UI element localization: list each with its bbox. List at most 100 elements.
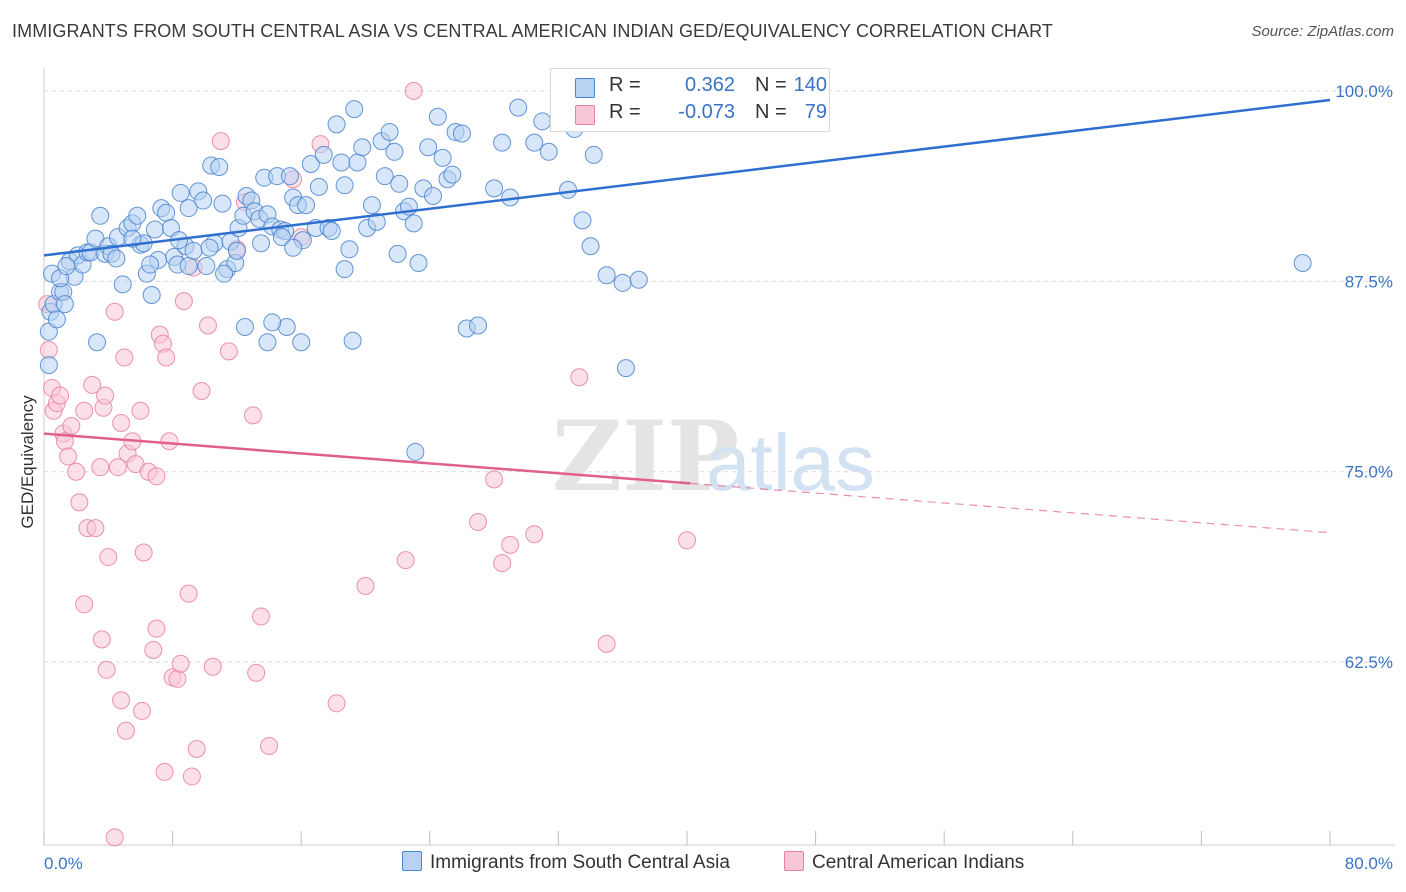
pink-point: [247, 663, 266, 682]
blue-point: [309, 177, 328, 196]
grid: [44, 90, 1395, 663]
blue-point: [171, 183, 190, 202]
pink-point: [70, 493, 89, 512]
r-label: R =: [609, 74, 641, 96]
pink-point: [134, 543, 153, 562]
pink-point: [75, 401, 94, 420]
pink-point: [112, 691, 131, 710]
blue-point: [145, 220, 164, 239]
pink-point: [179, 584, 198, 603]
blue-point: [581, 237, 600, 256]
blue-point: [314, 145, 333, 164]
legend-item-south-central-asia: Immigrants from South Central Asia: [402, 851, 730, 874]
blue-point: [235, 318, 254, 336]
pink-point: [182, 767, 201, 786]
blue-point: [469, 316, 488, 335]
pink-point: [203, 657, 222, 676]
blue-point: [272, 228, 291, 247]
pink-point: [105, 828, 124, 847]
x-tick-label: 80.0%: [1345, 854, 1393, 873]
pink-point: [67, 462, 86, 481]
watermark-zip: ZIP: [552, 400, 739, 513]
pink-point: [469, 513, 488, 532]
trend-lines: [43, 98, 1331, 534]
pink-point: [51, 386, 70, 405]
y-tick-label: 100.0%: [1335, 82, 1393, 101]
blue-point: [452, 124, 471, 143]
pink-point: [83, 375, 102, 394]
blue-point: [123, 229, 142, 248]
pink-swatch: [784, 851, 804, 871]
chart-title: IMMIGRANTS FROM SOUTH CENTRAL ASIA VS CE…: [12, 21, 1053, 41]
blue-point: [91, 206, 110, 225]
blue-point: [200, 238, 219, 257]
blue-point: [485, 179, 504, 198]
blue-point: [184, 241, 203, 260]
blue-point: [509, 98, 528, 117]
pink-point: [252, 607, 271, 626]
blue-point: [343, 331, 362, 350]
pink-point: [105, 302, 124, 321]
blue-point: [107, 249, 126, 268]
blue-point: [142, 286, 161, 305]
pink-point: [92, 630, 111, 649]
pink-point: [115, 348, 134, 367]
blue-points: [39, 98, 1312, 461]
blue-point: [613, 273, 632, 292]
pink-point: [86, 519, 105, 538]
blue-point: [597, 266, 616, 285]
blue-point: [157, 203, 176, 222]
pink-point: [91, 458, 110, 477]
blue-point: [539, 142, 558, 161]
pink-point: [597, 634, 616, 653]
blue-point: [559, 180, 578, 199]
pink-point: [192, 381, 211, 400]
blue-point: [88, 333, 107, 352]
blue-point: [493, 133, 512, 152]
pink-point: [404, 81, 423, 100]
blue-point: [367, 212, 386, 231]
y-tick-label: 87.5%: [1345, 272, 1393, 291]
pink-point: [155, 762, 174, 781]
watermark: ZIP atlas: [552, 400, 875, 513]
blue-point: [419, 138, 438, 157]
blue-point: [210, 158, 229, 177]
pink-point: [147, 619, 166, 638]
pink-point: [133, 701, 152, 720]
pink-point: [157, 348, 176, 367]
pink-point: [243, 406, 262, 425]
pink-swatch: [575, 105, 595, 125]
blue-point: [584, 145, 603, 164]
y-tick-label: 75.0%: [1345, 463, 1393, 482]
blue-point: [227, 241, 246, 260]
pink-point: [144, 640, 163, 659]
blue-point: [335, 176, 354, 195]
blue-point: [390, 174, 409, 193]
blue-point: [47, 310, 66, 329]
blue-point: [362, 196, 381, 215]
pink-point: [59, 447, 78, 466]
blue-point: [409, 254, 428, 273]
blue-point: [332, 153, 351, 172]
pink-point: [678, 531, 696, 550]
pink-point: [396, 551, 415, 570]
blue-point: [406, 442, 425, 461]
pink-point: [198, 316, 217, 335]
blue-point: [141, 255, 160, 274]
pink-point: [96, 386, 115, 405]
pink-point: [211, 132, 230, 151]
blue-point: [616, 359, 635, 378]
pink-point: [99, 548, 118, 567]
y-axis-label: GED/Equivalency: [18, 395, 37, 529]
blue-point: [179, 257, 198, 276]
r-label: R =: [609, 101, 641, 123]
blue-r-value: 0.362: [684, 74, 735, 96]
pink-point: [260, 736, 279, 755]
pink-point: [39, 340, 58, 359]
source-label: Source: ZipAtlas.com: [1251, 23, 1394, 40]
blue-point: [629, 270, 648, 289]
blue-point: [424, 186, 443, 205]
pink-point: [485, 470, 504, 489]
pink-point: [501, 535, 520, 554]
pink-point: [112, 413, 131, 432]
